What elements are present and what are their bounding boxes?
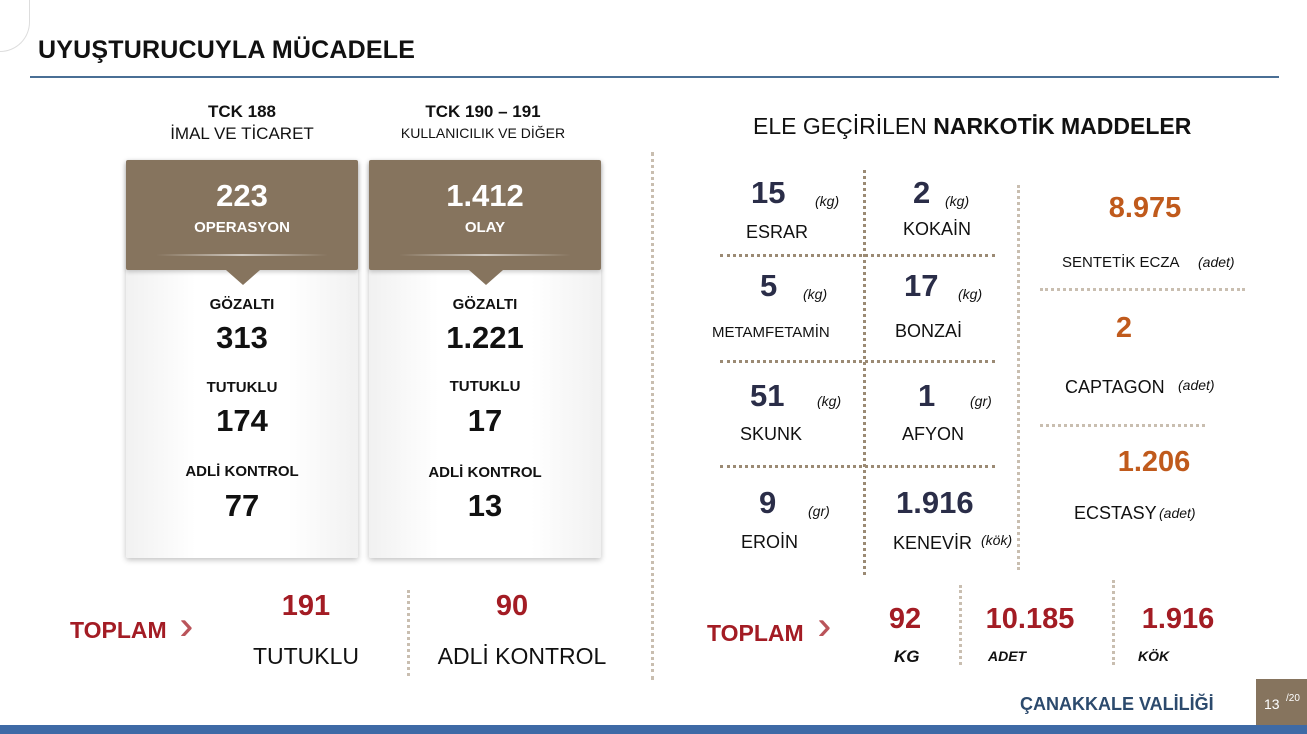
section-divider <box>651 152 654 680</box>
page-total: /20 <box>1286 693 1300 704</box>
adli-kontrol-value: 13 <box>467 488 503 523</box>
toplam-adli-kontrol-label: ADLİ KONTROL <box>437 643 607 669</box>
bonzai-value: 17 <box>904 268 939 303</box>
tck190-desc: KULLANICILIK VE DİĞER <box>400 125 566 141</box>
header-glow-line <box>399 254 571 256</box>
olay-label: OLAY <box>464 219 506 236</box>
page-number-box: 13 /20 <box>1256 679 1307 734</box>
toplam-kg-value: 92 <box>888 603 922 635</box>
gozalti-label: GÖZALTI <box>452 296 518 313</box>
adli-kontrol-value: 77 <box>224 488 260 523</box>
kokain-value: 2 <box>913 175 931 210</box>
operasyon-value: 223 <box>216 178 268 213</box>
captagon-name: CAPTAGON <box>1065 377 1165 397</box>
corner-decoration <box>0 0 30 52</box>
skunk-unit: (kg) <box>817 393 842 409</box>
dotted-separator <box>959 585 962 665</box>
page-title: UYUŞTURUCUYLA MÜCADELE <box>38 36 416 64</box>
gozalti-label: GÖZALTI <box>209 296 275 313</box>
kokain-unit: (kg) <box>945 193 970 209</box>
kokain-name: KOKAİN <box>903 219 972 239</box>
tck188-card-header: 223 OPERASYON <box>126 160 358 270</box>
gozalti-value: 313 <box>216 320 268 355</box>
dotted-separator <box>1112 580 1115 665</box>
afyon-unit: (gr) <box>970 393 992 409</box>
tutuklu-label: TUTUKLU <box>206 379 278 396</box>
toplam-kok-unit: KÖK <box>1138 648 1170 664</box>
operasyon-label: OPERASYON <box>194 219 290 236</box>
olay-value: 1.412 <box>446 178 524 213</box>
ecstasy-unit: (adet) <box>1159 505 1196 521</box>
other-separator <box>1040 424 1205 427</box>
skunk-value: 51 <box>750 378 785 413</box>
kenevir-name: KENEVİR <box>893 533 973 553</box>
kenevir-unit: (kök) <box>981 532 1013 548</box>
grid-vertical-separator <box>1017 185 1020 570</box>
sentetik-ecza-value: 8.975 <box>1108 192 1182 224</box>
narkotik-heading: ELE GEÇİRİLEN NARKOTİK MADDELER <box>753 113 1191 140</box>
bonzai-unit: (kg) <box>958 286 983 302</box>
gozalti-value: 1.221 <box>446 320 524 355</box>
grid-horizontal-separator <box>720 254 995 257</box>
ecstasy-value: 1.206 <box>1117 446 1191 478</box>
toplam-adet-unit: ADET <box>988 648 1027 664</box>
footer-brand: ÇANAKKALE VALİLİĞİ <box>1020 694 1214 714</box>
other-separator <box>1040 288 1245 291</box>
tck188-desc: İMAL VE TİCARET <box>170 124 314 143</box>
card-pointer <box>469 270 503 285</box>
toplam-tutuklu-label: TUTUKLU <box>252 643 360 669</box>
sentetik-ecza-name: SENTETİK ECZA <box>1062 254 1180 271</box>
captagon-unit: (adet) <box>1178 377 1215 393</box>
captagon-value: 2 <box>1115 312 1133 344</box>
title-divider <box>30 76 1279 78</box>
toplam-adet-value: 10.185 <box>985 603 1075 635</box>
bonzai-name: BONZAİ <box>895 321 963 341</box>
adli-kontrol-label: ADLİ KONTROL <box>428 464 542 481</box>
afyon-name: AFYON <box>902 424 965 444</box>
metamfetamin-unit: (kg) <box>803 286 828 302</box>
kenevir-value: 1.916 <box>896 485 974 520</box>
narkotik-heading-bold: NARKOTİK MADDELER <box>933 113 1192 139</box>
dotted-separator <box>407 590 410 676</box>
esrar-name: ESRAR <box>746 222 809 242</box>
tck188-card: 223 OPERASYON GÖZALTI 313 TUTUKLU 174 AD… <box>126 160 358 558</box>
tck188-code: TCK 188 <box>207 102 277 121</box>
eroin-name: EROİN <box>741 532 799 552</box>
toplam-kok-value: 1.916 <box>1141 603 1215 635</box>
toplam-kg-unit: KG <box>894 647 920 666</box>
footer-bar <box>0 725 1307 734</box>
eroin-unit: (gr) <box>808 503 830 519</box>
metamfetamin-name: METAMFETAMİN <box>712 324 830 341</box>
eroin-value: 9 <box>759 485 777 520</box>
right-toplam-label: TOPLAM <box>707 620 804 646</box>
skunk-name: SKUNK <box>740 424 803 444</box>
toplam-adli-kontrol-value: 90 <box>495 590 529 622</box>
tutuklu-label: TUTUKLU <box>449 378 521 395</box>
tutuklu-value: 174 <box>216 403 268 438</box>
metamfetamin-value: 5 <box>760 268 778 303</box>
tck190-card: 1.412 OLAY GÖZALTI 1.221 TUTUKLU 17 ADLİ… <box>369 160 601 558</box>
tck190-header: TCK 190 – 191 KULLANICILIK VE DİĞER <box>363 102 603 141</box>
tck190-code: TCK 190 – 191 <box>425 102 541 121</box>
left-toplam-label: TOPLAM <box>70 617 167 643</box>
narkotik-heading-prefix: ELE GEÇİRİLEN <box>753 113 927 139</box>
esrar-value: 15 <box>751 175 786 210</box>
grid-horizontal-separator <box>720 465 995 468</box>
card-pointer <box>226 270 260 285</box>
tutuklu-value: 17 <box>467 403 503 438</box>
grid-horizontal-separator <box>720 360 995 363</box>
adli-kontrol-label: ADLİ KONTROL <box>185 463 299 480</box>
ecstasy-name: ECSTASY <box>1074 503 1157 523</box>
afyon-value: 1 <box>918 378 936 413</box>
tck188-header: TCK 188 İMAL VE TİCARET <box>122 102 362 144</box>
grid-vertical-separator <box>863 170 866 575</box>
sentetik-ecza-unit: (adet) <box>1198 254 1235 270</box>
esrar-unit: (kg) <box>815 193 840 209</box>
tck190-card-header: 1.412 OLAY <box>369 160 601 270</box>
toplam-tutuklu-value: 191 <box>281 590 331 622</box>
page-number: 13 <box>1264 696 1280 712</box>
header-glow-line <box>156 254 328 256</box>
